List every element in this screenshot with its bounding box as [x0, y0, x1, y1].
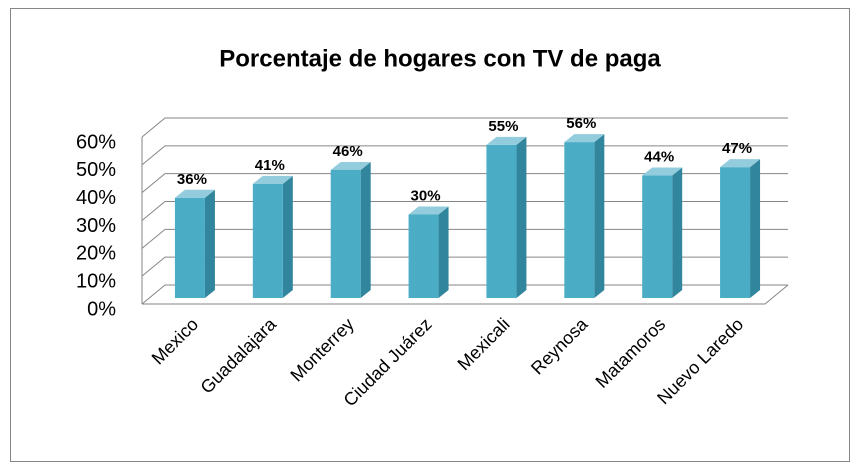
bar-side: [360, 161, 371, 298]
bar-front: [252, 183, 283, 298]
floor: [142, 284, 789, 305]
bar-front: [330, 169, 361, 298]
value-label: 36%: [177, 171, 207, 188]
y-tick-label: 60%: [76, 131, 116, 153]
bar-side: [750, 159, 761, 298]
bar-top: [564, 134, 605, 143]
bar: [330, 161, 371, 298]
bar-side: [516, 136, 527, 298]
bar-front: [564, 142, 595, 298]
bar-side: [204, 189, 215, 298]
y-tick-label: 40%: [76, 187, 116, 209]
bar-side: [672, 167, 683, 298]
y-tick-label: 50%: [76, 159, 116, 181]
bar-top: [486, 136, 527, 145]
value-label: 30%: [411, 187, 441, 204]
bar: [252, 175, 293, 298]
bar-side: [282, 175, 293, 298]
bar-top: [330, 161, 371, 170]
bar-top: [720, 159, 761, 168]
value-label: 47%: [722, 140, 752, 157]
grid-line: [141, 117, 788, 138]
bar: [174, 189, 215, 298]
y-tick-label: 0%: [87, 298, 116, 320]
bar-top: [252, 175, 293, 184]
value-label: 41%: [255, 157, 285, 174]
value-label: 55%: [488, 118, 518, 135]
bar: [564, 134, 605, 298]
bar-side: [594, 134, 605, 298]
bar-top: [174, 189, 215, 198]
value-label: 44%: [644, 149, 674, 166]
bar-front: [174, 197, 205, 298]
bar-front: [408, 214, 439, 298]
bar-front: [642, 175, 673, 298]
y-tick-label: 10%: [76, 270, 116, 292]
chart-title: Porcentaje de hogares con TV de paga: [219, 45, 661, 72]
bar-top: [642, 167, 683, 176]
bar: [486, 136, 527, 298]
bar: [720, 159, 761, 298]
bar-front: [486, 144, 517, 298]
bar: [408, 206, 449, 298]
bar-front: [720, 167, 751, 298]
value-label: 46%: [333, 143, 363, 160]
bar-top: [408, 206, 449, 215]
value-label: 56%: [566, 115, 596, 132]
y-tick-label: 30%: [76, 215, 116, 237]
bar-side: [438, 206, 449, 298]
y-tick-label: 20%: [76, 243, 116, 265]
bar: [642, 167, 683, 298]
